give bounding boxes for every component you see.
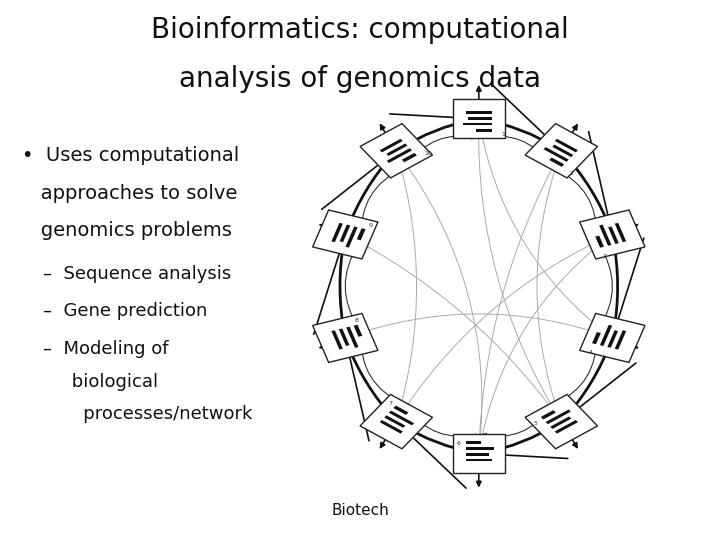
Polygon shape <box>346 226 358 248</box>
Text: biological: biological <box>43 373 158 390</box>
Text: approaches to solve: approaches to solve <box>22 184 237 202</box>
Text: 6: 6 <box>456 441 460 446</box>
Polygon shape <box>615 223 626 242</box>
Polygon shape <box>608 226 618 244</box>
Polygon shape <box>599 225 611 246</box>
Polygon shape <box>389 410 414 426</box>
Polygon shape <box>466 453 489 456</box>
Polygon shape <box>466 447 495 450</box>
Text: 10: 10 <box>425 151 432 157</box>
Polygon shape <box>463 123 492 125</box>
Polygon shape <box>339 328 349 346</box>
Text: Bioinformatics: computational: Bioinformatics: computational <box>151 16 569 44</box>
Text: 5: 5 <box>533 421 537 426</box>
Polygon shape <box>555 420 578 434</box>
Text: –  Sequence analysis: – Sequence analysis <box>43 265 231 282</box>
Text: Biotech: Biotech <box>331 503 389 518</box>
Bar <box>360 124 433 178</box>
Polygon shape <box>379 420 402 434</box>
Polygon shape <box>469 117 492 119</box>
Polygon shape <box>384 415 405 428</box>
Bar <box>525 124 598 178</box>
Text: 1: 1 <box>501 132 505 137</box>
Polygon shape <box>595 235 604 248</box>
Text: 2: 2 <box>570 171 573 176</box>
Polygon shape <box>541 410 556 420</box>
Polygon shape <box>608 330 618 348</box>
Bar <box>525 395 598 449</box>
Text: 8: 8 <box>355 318 359 323</box>
Polygon shape <box>546 409 571 424</box>
Text: •  Uses computational: • Uses computational <box>22 146 239 165</box>
Polygon shape <box>387 144 408 156</box>
Polygon shape <box>550 416 571 429</box>
Bar <box>580 313 645 362</box>
Polygon shape <box>476 129 492 132</box>
Polygon shape <box>466 111 492 114</box>
Polygon shape <box>393 406 408 415</box>
Text: genomics problems: genomics problems <box>22 221 231 240</box>
Bar <box>312 210 378 259</box>
Bar <box>453 99 505 138</box>
Text: –  Gene prediction: – Gene prediction <box>43 302 207 320</box>
Polygon shape <box>466 441 482 444</box>
Polygon shape <box>354 325 362 337</box>
Bar <box>360 395 433 449</box>
Polygon shape <box>600 325 612 346</box>
Polygon shape <box>615 330 626 349</box>
Text: analysis of genomics data: analysis of genomics data <box>179 65 541 93</box>
Polygon shape <box>346 327 359 348</box>
Polygon shape <box>357 228 366 240</box>
Polygon shape <box>466 458 492 461</box>
Polygon shape <box>331 223 343 242</box>
Polygon shape <box>340 225 350 242</box>
Bar <box>580 210 645 259</box>
Polygon shape <box>387 148 412 163</box>
Bar <box>453 434 505 473</box>
Polygon shape <box>402 153 417 163</box>
Polygon shape <box>549 158 564 167</box>
Polygon shape <box>555 139 578 152</box>
Text: 3: 3 <box>603 254 607 259</box>
Polygon shape <box>592 332 600 344</box>
Text: 9: 9 <box>369 222 373 227</box>
Text: –  Modeling of: – Modeling of <box>43 340 168 358</box>
Text: processes/network: processes/network <box>43 405 253 423</box>
Text: 4: 4 <box>589 350 593 355</box>
Polygon shape <box>331 330 343 349</box>
Polygon shape <box>379 139 402 152</box>
Text: 7: 7 <box>388 401 392 406</box>
Polygon shape <box>552 145 573 157</box>
Bar <box>312 313 378 362</box>
Polygon shape <box>544 147 569 162</box>
